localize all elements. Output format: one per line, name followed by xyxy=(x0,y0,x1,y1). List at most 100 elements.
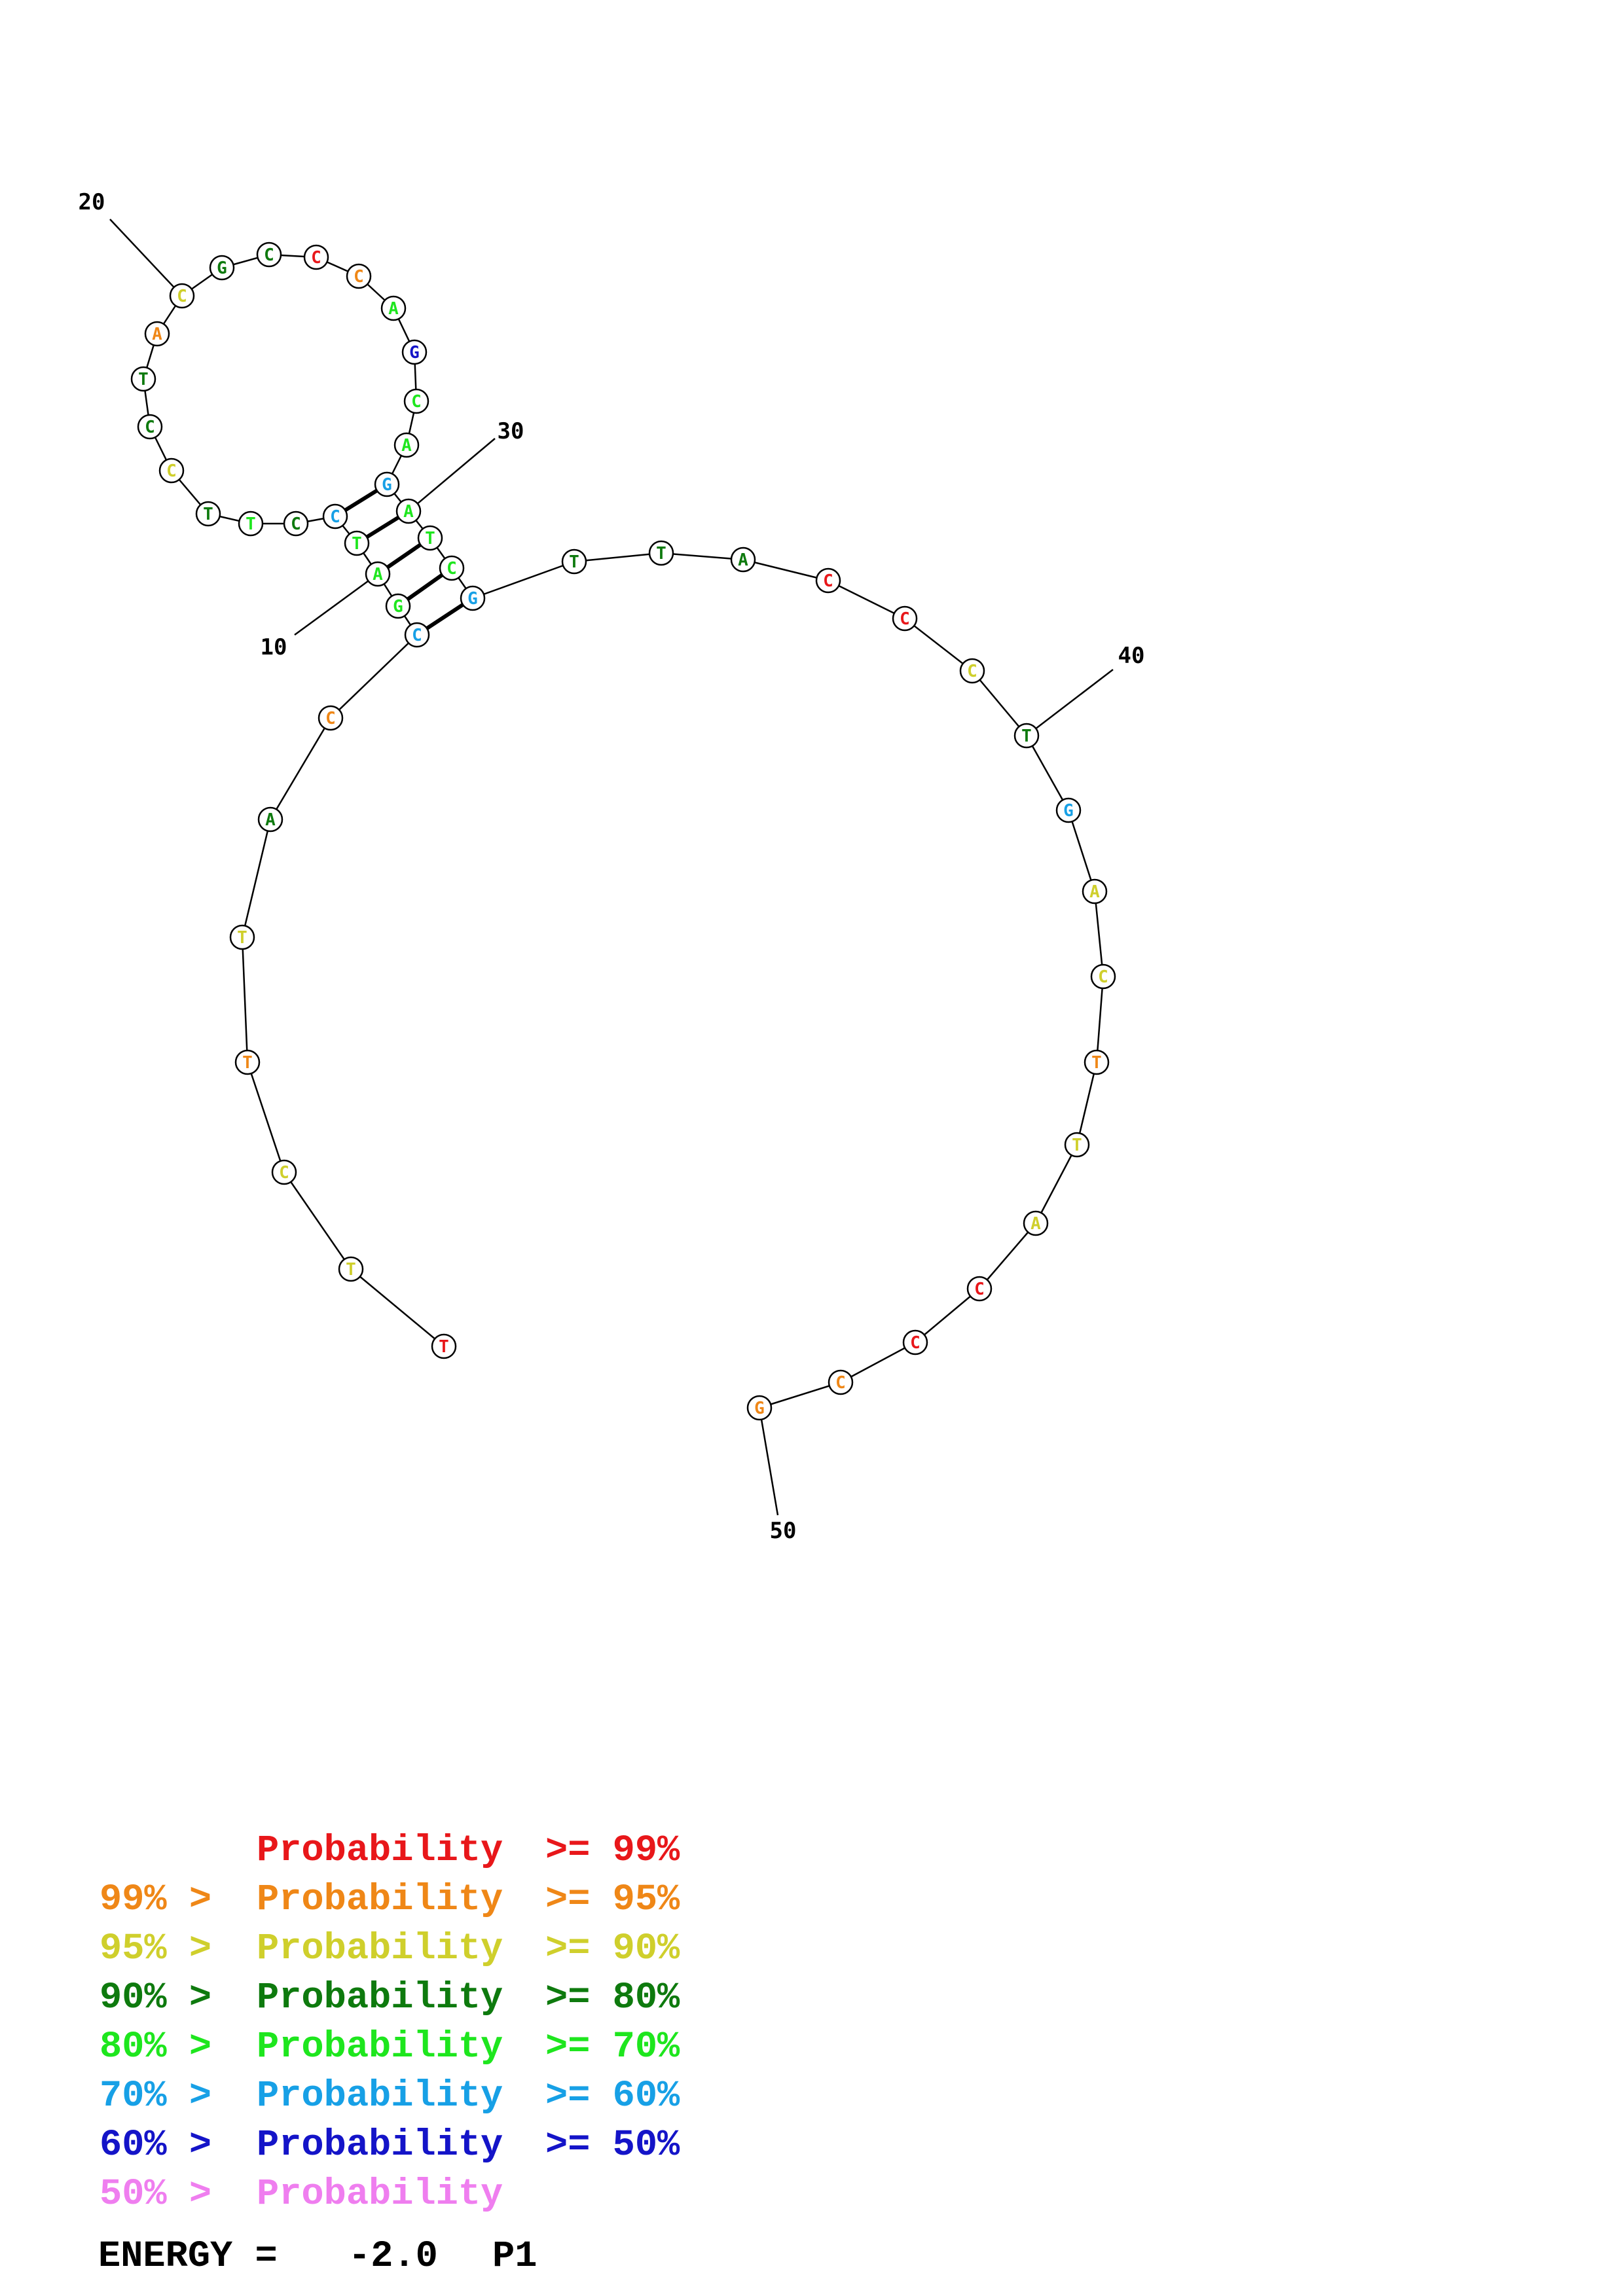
nucleotide-base: T xyxy=(1021,726,1032,746)
nucleotide-base: G xyxy=(409,343,420,363)
legend-row: 70% > Probability >= 60% xyxy=(100,2075,680,2117)
backbone-segment xyxy=(574,552,662,563)
backbone-segment xyxy=(742,558,829,582)
nucleotide: C xyxy=(256,242,282,268)
nucleotide: T xyxy=(338,1256,364,1282)
energy-value: -2.0 xyxy=(348,2236,438,2278)
nucleotide-circle xyxy=(380,295,407,321)
position-tick xyxy=(109,219,183,296)
legend-suffix: >= 95% xyxy=(545,1879,680,1921)
nucleotide-base: A xyxy=(1089,882,1100,902)
nucleotide: A xyxy=(1082,878,1108,905)
nucleotide: T xyxy=(234,1049,261,1075)
position-ticks: 10 20 30 40 50 xyxy=(79,189,1145,1544)
nucleotide: C xyxy=(137,414,163,440)
nucleotide: T xyxy=(431,1333,457,1359)
nucleotide: G xyxy=(401,339,428,365)
nucleotide-circle xyxy=(195,501,221,527)
legend-label: Probability xyxy=(257,2125,503,2166)
legend-suffix: >= 60% xyxy=(545,2075,680,2117)
legend-prefix: 80% > xyxy=(100,2026,211,2068)
legend-row: 50% > Probability xyxy=(100,2174,503,2215)
nucleotide-base: A xyxy=(738,550,748,570)
nucleotide-circle xyxy=(746,1395,773,1421)
nucleotide-circle xyxy=(1082,878,1108,905)
nucleotide: C xyxy=(892,605,918,632)
backbone-segment xyxy=(661,552,744,561)
nucleotide-base: T xyxy=(346,1260,356,1280)
backbone xyxy=(142,253,1104,1409)
nucleotide-base: T xyxy=(237,928,247,948)
nucleotide: A xyxy=(144,321,170,347)
backbone-segment xyxy=(1067,810,1096,892)
nucleotide-circle xyxy=(1023,1210,1049,1236)
nucleotide-circle xyxy=(365,561,391,587)
probability-legend: Probability >= 99% 99% > Probability >= … xyxy=(98,1830,680,2278)
structure-id: P1 xyxy=(492,2236,537,2278)
nucleotide-base: T xyxy=(425,529,435,548)
nucleotide: A xyxy=(393,432,420,458)
nucleotide-base: G xyxy=(467,589,478,609)
nucleotide: C xyxy=(959,658,985,684)
nucleotide: G xyxy=(746,1395,773,1421)
nucleotide: C xyxy=(966,1276,993,1302)
legend-prefix: 50% > xyxy=(100,2174,211,2215)
nucleotide: T xyxy=(238,511,264,537)
nucleotide-base: A xyxy=(403,502,414,522)
legend-label: Probability xyxy=(257,1879,503,1921)
energy-label: ENERGY = xyxy=(98,2236,278,2278)
nucleotide-base: T xyxy=(1072,1136,1082,1155)
nucleotide-base: A xyxy=(152,325,162,344)
nucleotide-circle xyxy=(1055,797,1082,823)
nucleotide: T xyxy=(1084,1049,1110,1075)
legend-row: 80% > Probability >= 70% xyxy=(100,2026,680,2068)
nucleotide: A xyxy=(257,806,283,833)
nucleotide-circle xyxy=(303,244,329,270)
backbone-segment xyxy=(269,717,332,820)
position-label: 40 xyxy=(1118,643,1145,669)
nucleotide-circle xyxy=(902,1329,928,1355)
nucleotide-base: A xyxy=(388,299,399,319)
nucleotide: T xyxy=(561,548,587,575)
nucleotide: A xyxy=(365,561,391,587)
nucleotide: A xyxy=(380,295,407,321)
nucleotide-base: C xyxy=(1098,967,1108,987)
nucleotide-base: C xyxy=(311,248,321,268)
nucleotide-base: A xyxy=(373,565,383,584)
backbone-segment xyxy=(330,634,418,719)
nucleotide-base: C xyxy=(967,662,977,681)
nucleotide-base: C xyxy=(447,559,457,579)
nucleotide-base: T xyxy=(656,544,666,564)
legend-suffix: >= 90% xyxy=(545,1928,680,1970)
nucleotide: T xyxy=(1064,1132,1090,1158)
backbone-segment xyxy=(915,1288,980,1343)
nucleotide-circle xyxy=(460,585,486,611)
nucleotide-base: C xyxy=(145,418,155,437)
nucleotide-circle xyxy=(439,555,465,581)
backbone-segment xyxy=(1034,1144,1078,1224)
nucleotide: C xyxy=(303,244,329,270)
nucleotide-base: T xyxy=(352,534,362,554)
nucleotide-circle xyxy=(393,432,420,458)
nucleotide-circle xyxy=(401,339,428,365)
legend-label: Probability xyxy=(257,2075,503,2117)
legend-prefix: 95% > xyxy=(100,1928,211,1970)
nucleotide-base: A xyxy=(265,810,276,830)
nucleotide-circle xyxy=(1064,1132,1090,1158)
position-label: 20 xyxy=(79,189,105,215)
backbone-segment xyxy=(972,670,1027,736)
nucleotide-circle xyxy=(256,242,282,268)
nucleotide: A xyxy=(1023,1210,1049,1236)
nucleotide-base: G xyxy=(393,597,403,617)
nucleotide-circle xyxy=(815,567,841,594)
backbone-segment xyxy=(759,1381,841,1409)
nucleotide-circle xyxy=(137,414,163,440)
nucleotide-circle xyxy=(561,548,587,575)
nucleotide: T xyxy=(195,501,221,527)
nucleotide: T xyxy=(648,540,674,566)
position-label: 50 xyxy=(770,1518,797,1544)
position-label: 10 xyxy=(261,634,287,660)
legend-prefix: 70% > xyxy=(100,2075,211,2117)
legend-row: 60% > Probability >= 50% xyxy=(100,2125,680,2166)
